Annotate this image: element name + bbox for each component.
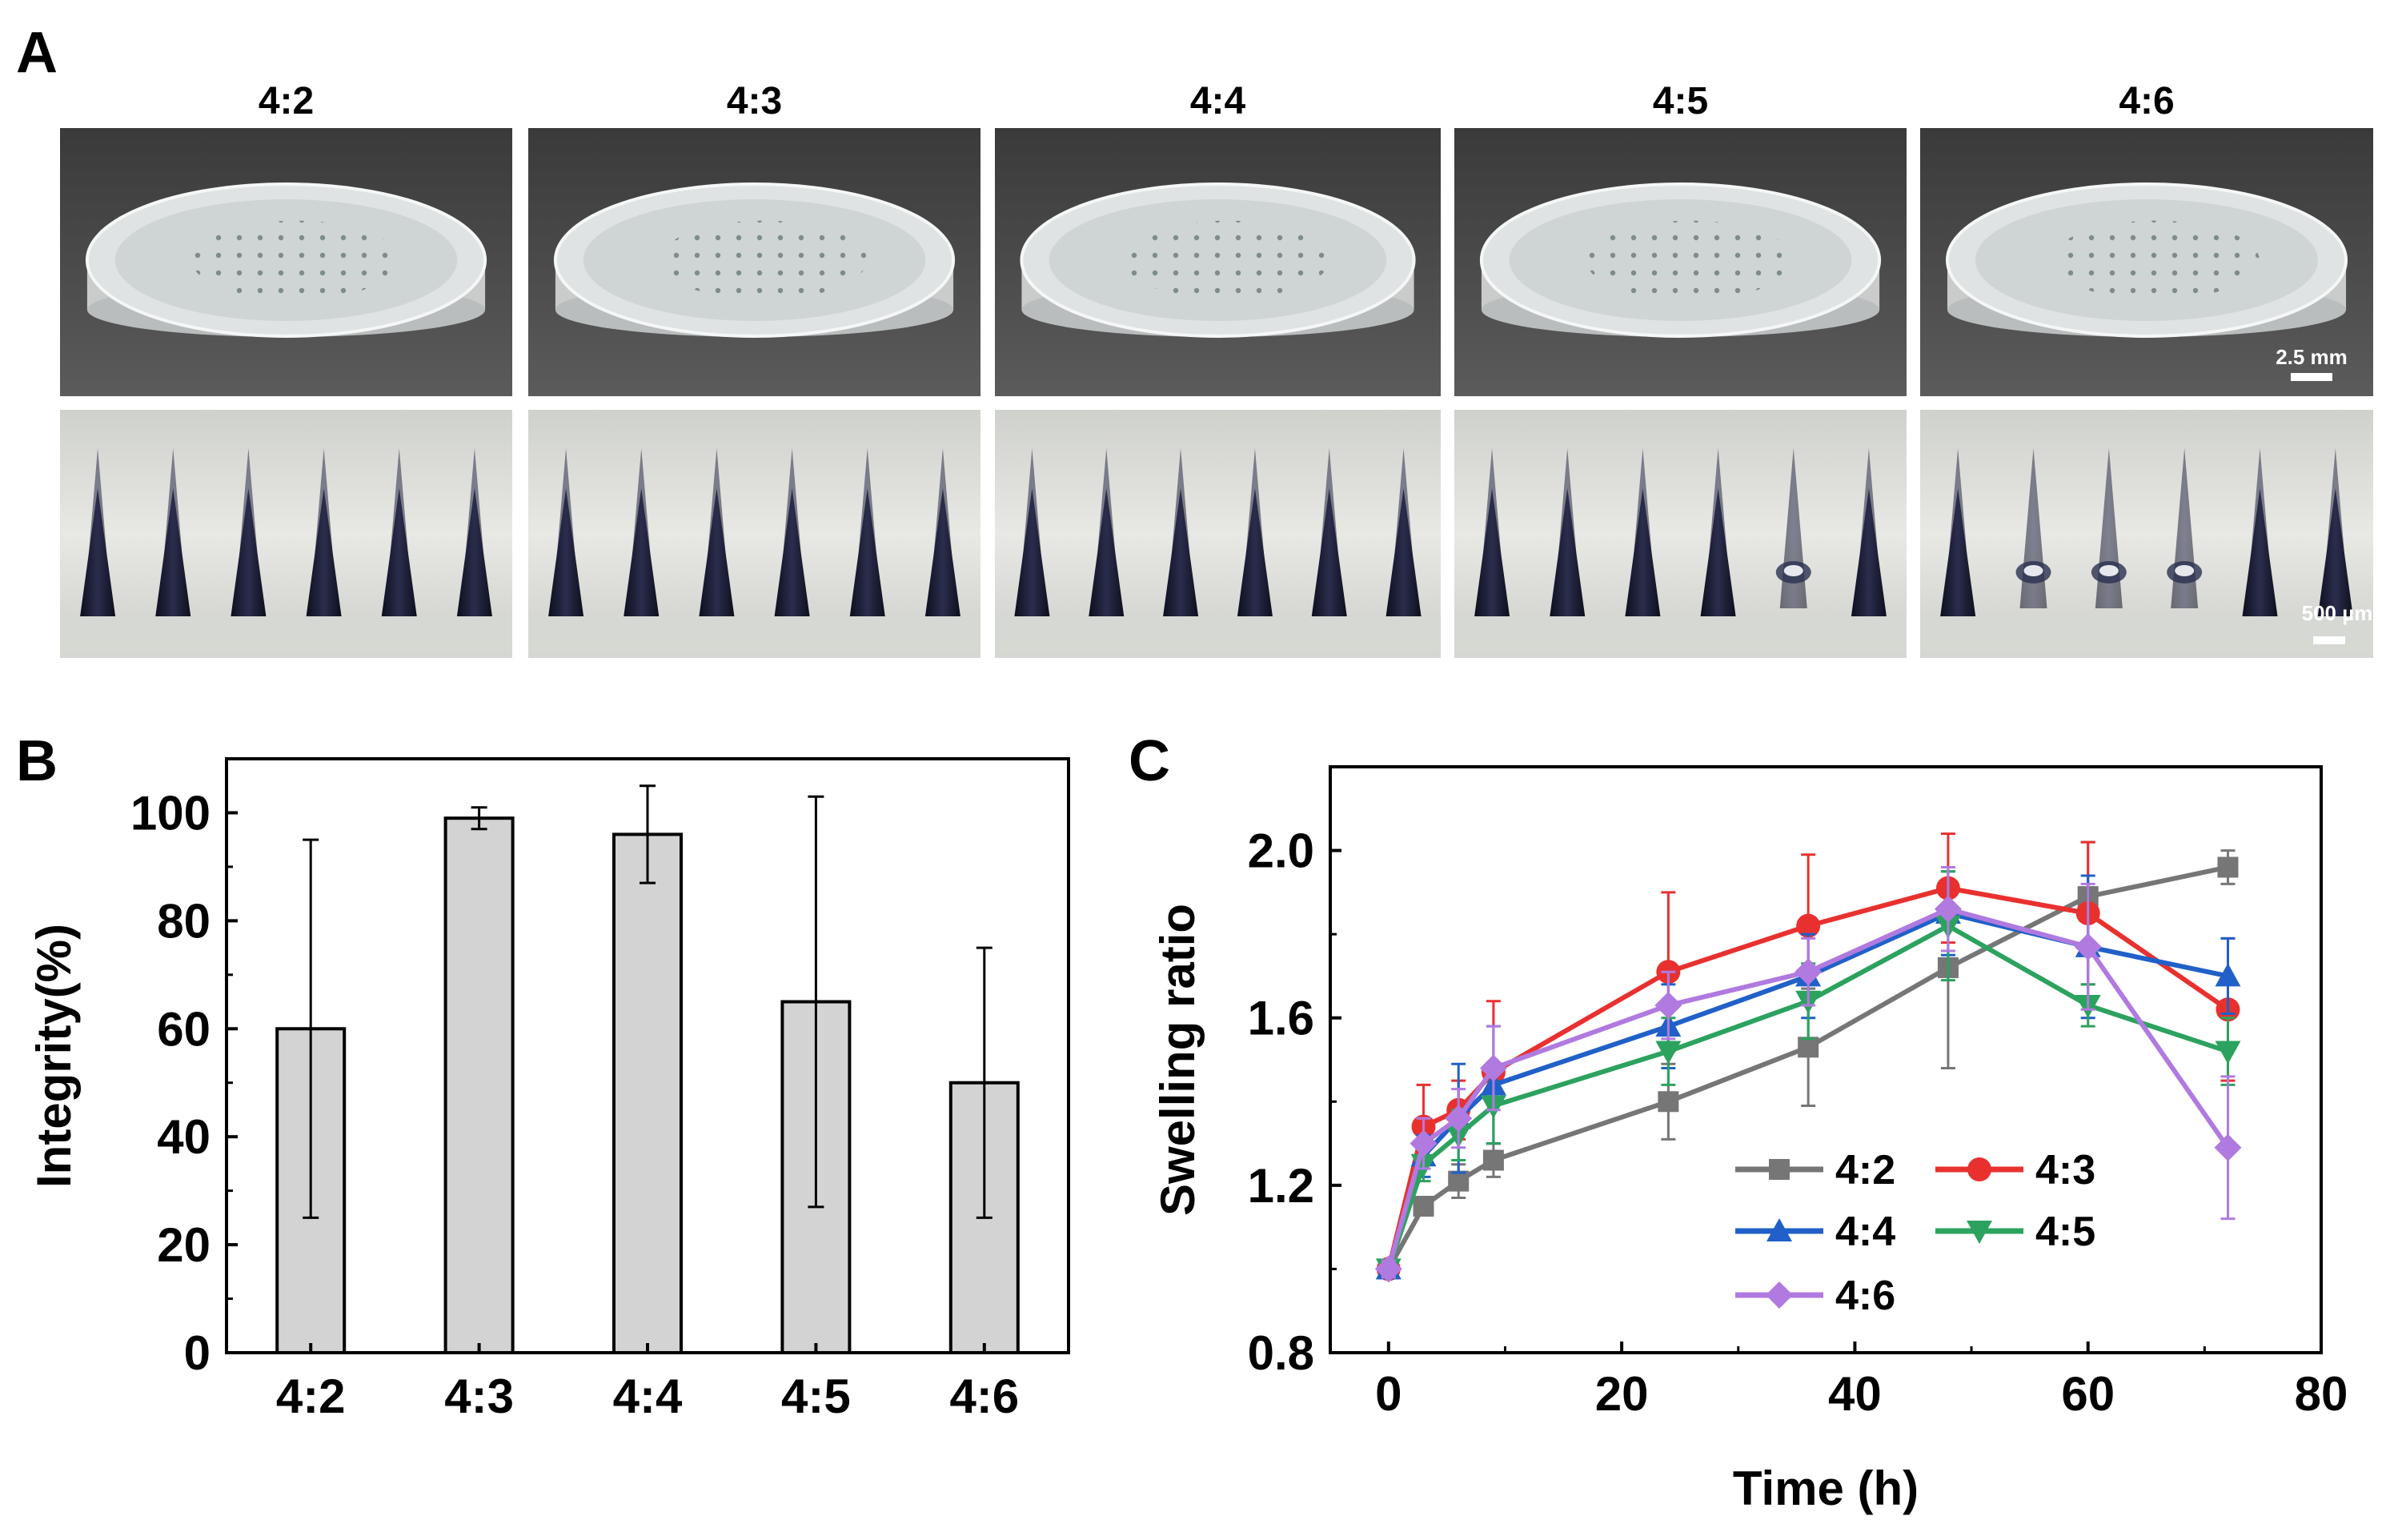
needle-photo-4-5 [1454, 410, 1907, 658]
point-4-2 [1658, 1091, 1679, 1113]
y-tick-label-100: 100 [130, 786, 211, 840]
needle-photo-4-3 [528, 410, 980, 658]
point-4-2 [1413, 1196, 1434, 1217]
integrity-bar-chart: 4:2 4:3 4:4 4:5 4:6 0 20 40 60 80 100 Integrity(%) [27, 757, 1070, 1423]
error-bar-4-2 [303, 838, 319, 1219]
patch-photo-4-3 [528, 128, 980, 396]
y-tick-label-40: 40 [157, 1110, 211, 1164]
point-4-6 [2074, 932, 2102, 960]
scale-bar-top [2291, 373, 2332, 381]
needle-photo-4-4 [995, 410, 1441, 658]
photo-title-4-6: 4:6 [2119, 80, 2174, 122]
point-4-5 [2215, 1041, 2241, 1065]
point-4-6 [1934, 895, 1962, 923]
series-4-6 [1374, 865, 2242, 1283]
x-tick-label-40: 40 [1828, 1367, 1882, 1421]
point-4-2 [1448, 1170, 1470, 1192]
x-tick-label-80: 80 [2295, 1367, 2348, 1421]
error-bar-4-4 [640, 784, 656, 884]
point-4-2 [2217, 856, 2239, 878]
y-axis-title-b: Integrity(%) [27, 924, 81, 1188]
y-axis-title-c: Swelling ratio [1151, 904, 1205, 1216]
legend-c: 4:2 4:3 4:4 4:5 4:6 [1735, 1147, 2095, 1319]
point-4-6 [1479, 1054, 1507, 1082]
legend-label-4-5: 4:5 [2035, 1209, 2095, 1255]
photo-title-4-4: 4:4 [1190, 80, 1246, 122]
legend-label-4-2: 4:2 [1835, 1147, 1895, 1193]
point-4-6 [1795, 958, 1823, 986]
legend-item-4-3: 4:3 [1935, 1147, 2095, 1193]
point-4-6 [1654, 992, 1682, 1020]
x-tick-label-4-2: 4:2 [276, 1370, 346, 1423]
legend-swatch-marker [1769, 1159, 1790, 1180]
scale-bar-bottom-label: 500 µm [2302, 601, 2373, 625]
x-tick-label-4-5: 4:5 [781, 1370, 851, 1423]
point-4-6 [1445, 1105, 1473, 1133]
point-4-5 [1655, 1041, 1682, 1065]
legend-swatch-marker [1766, 1281, 1793, 1309]
x-tick-label-0: 0 [1375, 1367, 1402, 1421]
y-tick-label-0.8: 0.8 [1248, 1326, 1314, 1380]
plot-frame-c [1329, 765, 2323, 1354]
x-tick-label-4-6: 4:6 [949, 1370, 1019, 1423]
y-tick-label-60: 60 [157, 1002, 211, 1056]
point-4-6 [2214, 1133, 2242, 1161]
x-tick-label-4-3: 4:3 [444, 1370, 514, 1423]
panel-label-c: C [1129, 729, 1170, 793]
y-tick-label-20: 20 [157, 1218, 211, 1272]
photo-title-4-3: 4:3 [727, 80, 782, 122]
x-tick-label-60: 60 [2061, 1367, 2115, 1421]
photo-panels: 4:2 4:3 4:4 4:5 4:6 2.5 mm 500 µm [60, 80, 2373, 658]
x-tick-label-4-4: 4:4 [613, 1370, 683, 1423]
legend-label-4-3: 4:3 [2035, 1147, 2095, 1193]
needle-photo-4-6 [1920, 410, 2373, 658]
bar-4-4 [612, 832, 683, 1355]
legend-item-4-5: 4:5 [1935, 1209, 2095, 1255]
point-4-2 [1482, 1149, 1504, 1171]
x-axis-title-c: Time (h) [1733, 1462, 1919, 1515]
y-tick-label-0: 0 [184, 1326, 211, 1380]
error-bar-4-6 [976, 946, 992, 1219]
needle-photo-4-2 [60, 410, 512, 658]
point-4-4 [2215, 963, 2241, 987]
photo-title-4-5: 4:5 [1653, 80, 1708, 122]
point-4-6 [1410, 1129, 1438, 1157]
legend-swatch-marker [1766, 1218, 1792, 1241]
photo-title-4-2: 4:2 [259, 80, 314, 122]
scale-bar-bottom [2313, 636, 2345, 644]
patch-photo-4-5 [1454, 128, 1907, 396]
y-tick-label-1.6: 1.6 [1248, 992, 1314, 1045]
legend-item-4-6: 4:6 [1735, 1273, 1895, 1319]
point-4-3 [1796, 913, 1821, 938]
y-tick-label-2: 2.0 [1248, 824, 1314, 878]
panel-label-b: B [16, 729, 58, 793]
legend-swatch-marker [1967, 1157, 1991, 1181]
y-tick-label-1.2: 1.2 [1248, 1159, 1314, 1213]
point-4-6 [1374, 1255, 1402, 1283]
bar-4-3 [443, 816, 515, 1354]
patch-photo-4-4 [995, 128, 1441, 396]
swelling-line-chart: 0 20 40 60 80 0.8 1.2 1.6 2.0 Time (h) Swelling ra… [1151, 765, 2348, 1515]
x-tick-label-20: 20 [1595, 1367, 1649, 1421]
legend-label-4-4: 4:4 [1835, 1209, 1895, 1255]
error-bar-4-3 [471, 806, 487, 831]
legend-item-4-2: 4:2 [1735, 1147, 1895, 1193]
patch-photo-4-2 [60, 128, 512, 396]
plot-frame-b [225, 757, 1070, 1354]
panel-label-a: A [16, 21, 58, 85]
legend-item-4-4: 4:4 [1735, 1209, 1895, 1255]
legend-label-4-6: 4:6 [1835, 1273, 1895, 1319]
patch-photo-4-6 [1920, 128, 2373, 396]
point-4-2 [1798, 1037, 1819, 1058]
error-bar-4-5 [808, 795, 824, 1209]
legend-swatch-marker [1967, 1221, 1992, 1244]
y-tick-label-80: 80 [157, 894, 211, 948]
scale-bar-top-label: 2.5 mm [2276, 345, 2348, 369]
